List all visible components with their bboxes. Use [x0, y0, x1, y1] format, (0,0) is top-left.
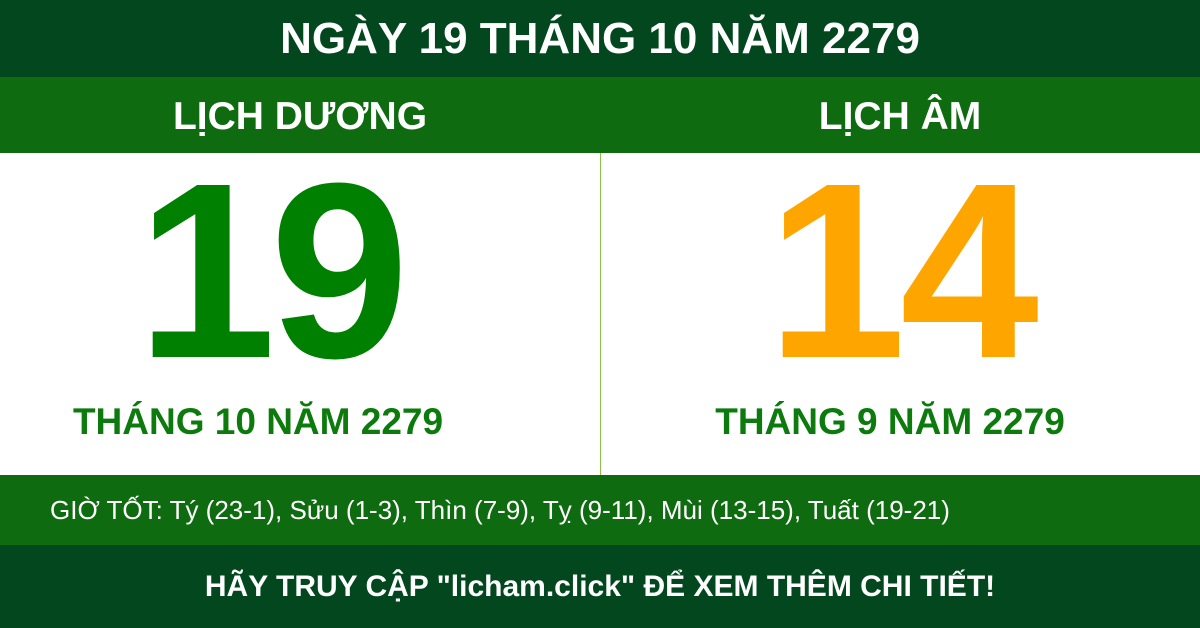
calendar-header: LỊCH DƯƠNG LỊCH ÂM	[0, 77, 1200, 153]
footer-cta: HÃY TRUY CẬP "licham.click" ĐỂ XEM THÊM …	[0, 545, 1200, 628]
solar-month-year: THÁNG 10 NĂM 2279	[72, 401, 444, 442]
lunar-month-year: THÁNG 9 NĂM 2279	[715, 401, 1065, 442]
column-divider	[600, 153, 601, 475]
lunar-column: 14 THÁNG 9 NĂM 2279	[600, 153, 1200, 475]
solar-label: LỊCH DƯƠNG	[172, 95, 428, 138]
page-title: NGÀY 19 THÁNG 10 NĂM 2279	[0, 0, 1200, 77]
solar-column: 19 THÁNG 10 NĂM 2279	[0, 153, 600, 475]
lunar-label: LỊCH ÂM	[818, 95, 982, 138]
good-hours: GIỜ TỐT: Tý (23-1), Sửu (1-3), Thìn (7-9…	[0, 475, 1200, 545]
solar-day: 19	[136, 161, 409, 381]
lunar-day: 14	[766, 161, 1039, 381]
